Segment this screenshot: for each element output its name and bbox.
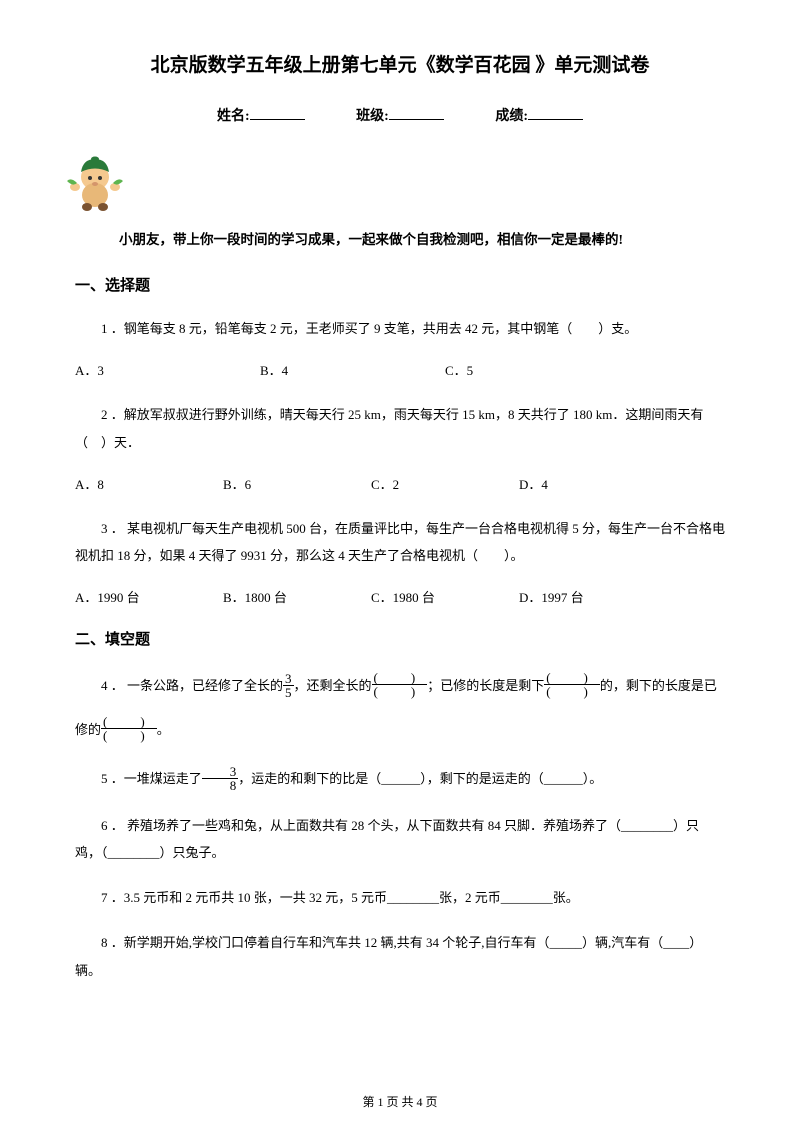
q4-blank2: ( )( ) <box>544 671 600 698</box>
q3-options: A．1990 台 B．1800 台 C．1980 台 D．1997 台 <box>75 587 725 606</box>
q5-prefix: 5 ．一堆煤运走了 <box>101 771 202 786</box>
class-label: 班级: <box>356 109 389 124</box>
q2-opt-a: A．8 <box>75 474 223 493</box>
q5-frac: 38 <box>202 765 239 792</box>
q4-mid2: ；已修的长度是剩下 <box>427 678 544 693</box>
q4-mid3: 的，剩下的长度是已 <box>600 678 717 693</box>
q5-mid: ，运走的和剩下的比是（______），剩下的是运走的（______）。 <box>238 771 602 786</box>
q1-opt-b: B．4 <box>260 360 445 379</box>
page-footer: 第 1 页 共 4 页 <box>0 1093 800 1110</box>
student-info-line: 姓名: 班级: 成绩: <box>75 105 725 125</box>
q1-opt-c: C．5 <box>445 360 630 379</box>
section2-header: 二、填空题 <box>75 628 725 649</box>
name-label: 姓名: <box>217 109 250 124</box>
class-blank <box>389 119 444 120</box>
q8-text: 8 ．新学期开始,学校门口停着自行车和汽车共 12 辆,共有 34 个轮子,自行… <box>75 929 725 984</box>
q3-opt-d: D．1997 台 <box>519 587 667 606</box>
q1-opt-a: A．3 <box>75 360 260 379</box>
score-label: 成绩: <box>495 109 528 124</box>
q4-cont-text: 修的 <box>75 722 101 737</box>
q4-mid1: ，还剩全长的 <box>294 678 372 693</box>
q7-text: 7 ．3.5 元币和 2 元币共 10 张，一共 32 元，5 元币______… <box>75 884 725 911</box>
q4-cont: 修的( )( )。 <box>75 713 725 747</box>
q3-opt-c: C．1980 台 <box>371 587 519 606</box>
q3-text: 3 ． 某电视机厂每天生产电视机 500 台，在质量评比中，每生产一台合格电视机… <box>75 515 725 570</box>
q4-prefix: 4 ． 一条公路，已经修了全长的 <box>101 678 283 693</box>
q3-opt-a: A．1990 台 <box>75 587 223 606</box>
q2-opt-b: B．6 <box>223 474 371 493</box>
q4-text: 4 ． 一条公路，已经修了全长的35，还剩全长的( )( )；已修的长度是剩下(… <box>75 669 725 703</box>
q2-options: A．8 B．6 C．2 D．4 <box>75 474 725 493</box>
q1-text: 1 ．钢笔每支 8 元，铅笔每支 2 元，王老师买了 9 支笔，共用去 42 元… <box>75 315 725 342</box>
mascot-icon <box>65 145 125 213</box>
q4-blank1: ( )( ) <box>372 671 428 698</box>
q4-end: 。 <box>157 722 170 737</box>
q6-text: 6 ． 养殖场养了一些鸡和兔，从上面数共有 28 个头，从下面数共有 84 只脚… <box>75 812 725 867</box>
name-blank <box>250 119 305 120</box>
score-blank <box>528 119 583 120</box>
q2-text: 2 ．解放军叔叔进行野外训练，晴天每天行 25 km，雨天每天行 15 km，8… <box>75 401 725 456</box>
page-title: 北京版数学五年级上册第七单元《数学百花园 》单元测试卷 <box>75 50 725 77</box>
section1-header: 一、选择题 <box>75 274 725 295</box>
q4-blank3: ( )( ) <box>101 715 157 742</box>
q4-frac: 35 <box>283 672 294 699</box>
q3-opt-b: B．1800 台 <box>223 587 371 606</box>
q2-opt-c: C．2 <box>371 474 519 493</box>
q5-text: 5 ．一堆煤运走了38，运走的和剩下的比是（______），剩下的是运走的（__… <box>75 765 725 794</box>
q1-options: A．3 B．4 C．5 <box>75 360 725 379</box>
q2-opt-d: D．4 <box>519 474 667 493</box>
encouragement-text: 小朋友，带上你一段时间的学习成果，一起来做个自我检测吧，相信你一定是最棒的! <box>119 228 725 248</box>
